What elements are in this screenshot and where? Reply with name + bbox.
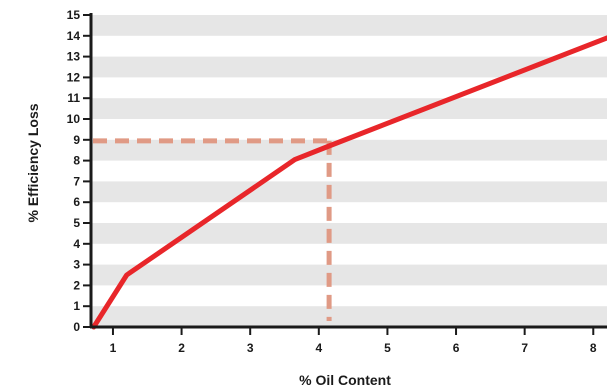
- series-line: [91, 35, 607, 330]
- series-layer: [91, 35, 607, 330]
- axes: [89, 13, 607, 329]
- x-tick-label: 6: [453, 341, 460, 355]
- grid-band: [91, 56, 607, 78]
- x-tick-label: 2: [178, 341, 185, 355]
- grid-band: [91, 181, 607, 203]
- y-tick-label: 3: [73, 258, 80, 272]
- x-tick-label: 7: [521, 341, 528, 355]
- y-axis-title: % Efficiency Loss: [25, 103, 41, 222]
- grid-band: [91, 98, 607, 119]
- y-tick-label: 5: [73, 216, 80, 230]
- grid-bands: [91, 15, 607, 327]
- grid-band: [91, 15, 607, 36]
- x-tick-label: 1: [110, 341, 117, 355]
- y-tick-label: 2: [73, 278, 80, 292]
- grid-band: [91, 139, 607, 161]
- reference-lines: [93, 138, 332, 321]
- y-tick-label: 4: [73, 237, 80, 251]
- y-tick-label: 14: [67, 29, 81, 43]
- x-axis-title: % Oil Content: [299, 372, 391, 388]
- y-tick-label: 13: [67, 50, 81, 64]
- grid-band: [91, 264, 607, 286]
- y-tick-label: 6: [73, 195, 80, 209]
- y-tick-label: 9: [73, 133, 80, 147]
- x-tick-label: 4: [315, 341, 322, 355]
- y-tick-label: 7: [73, 174, 80, 188]
- y-tick-label: 10: [67, 112, 81, 126]
- grid-band: [91, 223, 607, 244]
- y-tick-label: 8: [73, 154, 80, 168]
- y-tick-label: 0: [73, 320, 80, 334]
- y-tick-label: 11: [67, 91, 80, 105]
- y-tick-label: 15: [67, 8, 81, 22]
- grid-band: [91, 306, 607, 327]
- y-tick-label: 12: [67, 70, 81, 84]
- y-tick-label: 1: [73, 299, 80, 313]
- x-tick-label: 3: [247, 341, 254, 355]
- x-tick-label: 8: [590, 341, 597, 355]
- x-tick-label: 5: [384, 341, 391, 355]
- x-tick-labels: 1 2 3 4 5 6 7 8: [110, 327, 597, 355]
